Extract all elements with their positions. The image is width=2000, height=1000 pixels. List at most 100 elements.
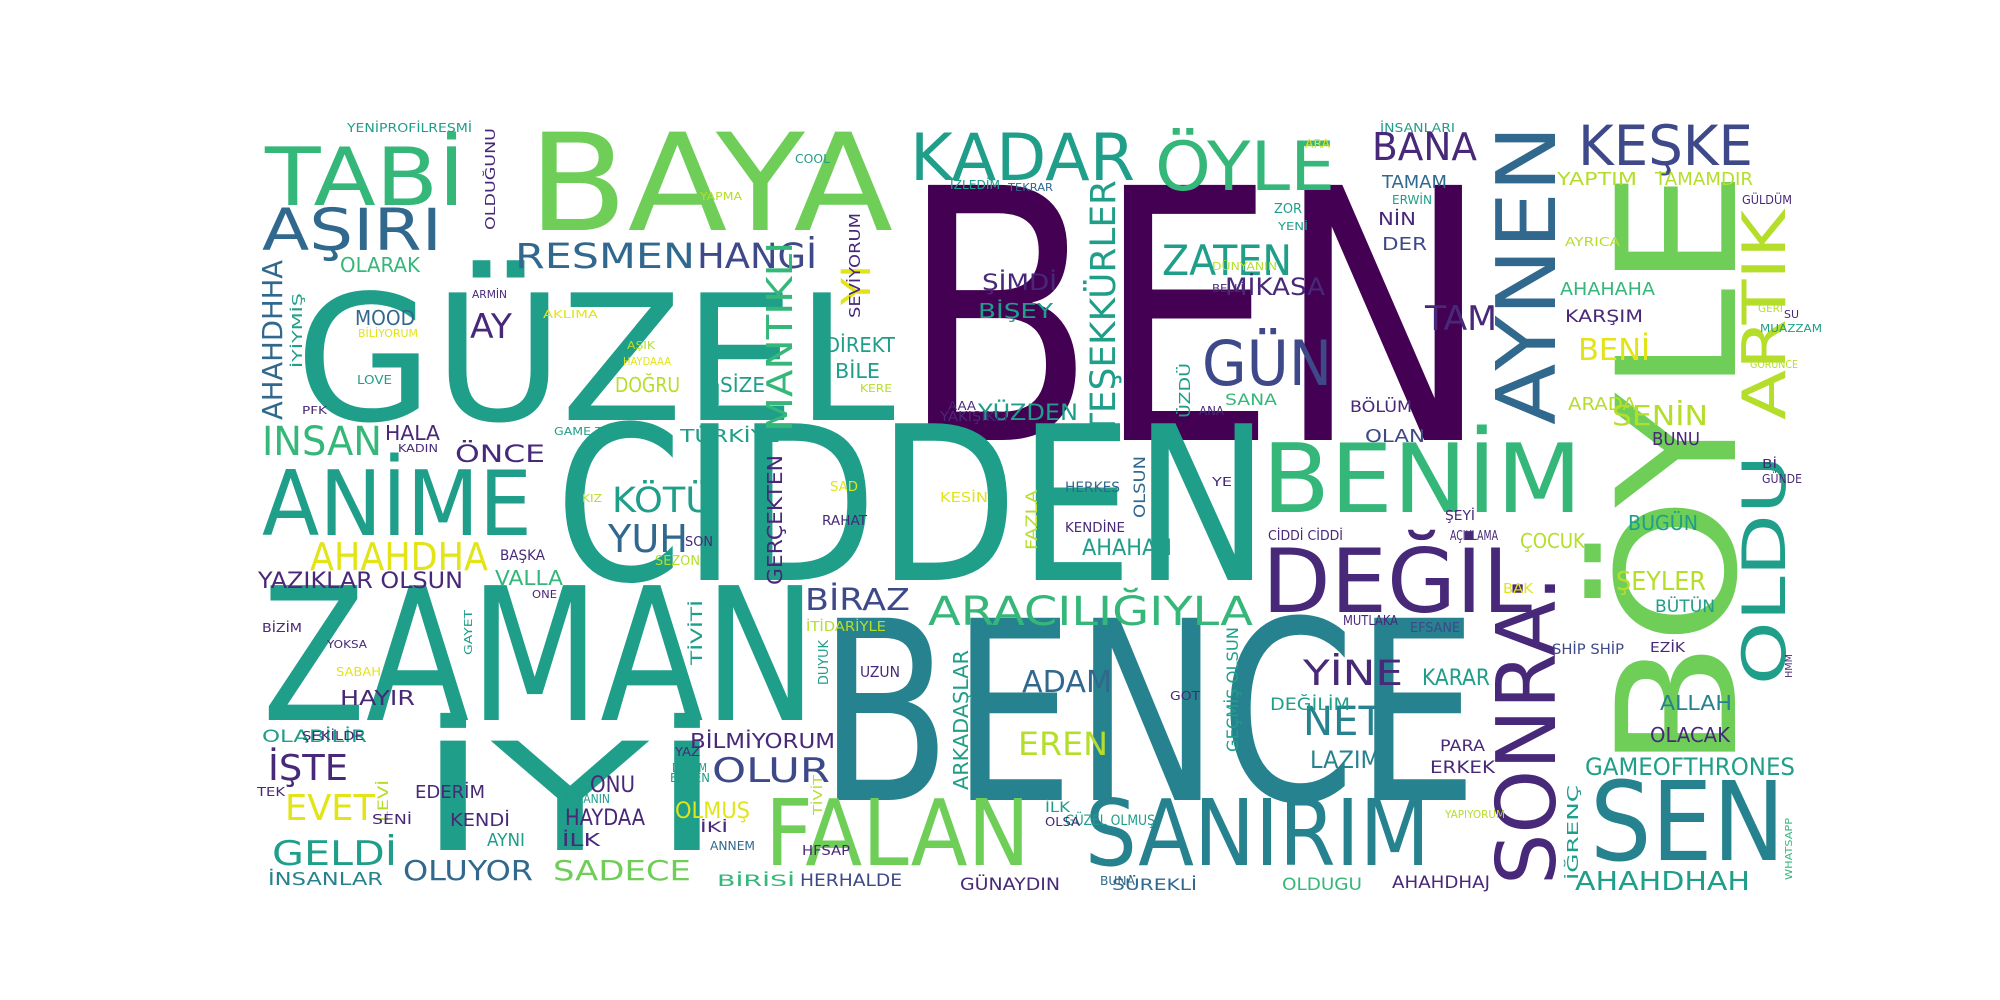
word: WHATSAPP [1784,818,1795,880]
word: ANİME [262,451,532,557]
word: BİLE [835,359,880,383]
word: DEVAM [672,761,707,775]
word: ADAM [1022,665,1112,700]
word: GÜNAYDIN [960,873,1060,895]
word: DÜNYANIN [1212,260,1277,273]
word: EDERİM [415,782,485,803]
word: İĞRENÇ [1563,785,1582,880]
word: AŞIRI [262,196,442,264]
word: ERKEK [1430,758,1496,778]
word: KARAR [1422,666,1490,691]
word: EZİK [1650,640,1686,656]
word: ANA [1199,404,1225,418]
word: NİN [1378,209,1416,230]
word: TAMAMDIR [1654,169,1753,190]
word: GÜZEL [295,259,895,462]
word: ZOR [1274,202,1302,217]
word: SEN [1590,758,1785,886]
word: ÜZDÜ [1175,363,1194,418]
word: SENİ [372,812,412,828]
word: BUGÜN [1628,511,1698,535]
word: ONU [590,773,635,798]
word: BEN [900,115,1490,523]
word: YÜZDEN [977,400,1078,426]
word: AHAHDHAJ [1392,873,1490,893]
word: AYNEN [1480,125,1575,425]
word: OLDUGU [1282,875,1362,895]
word: DEĞİL [1262,530,1532,633]
word: BİRİSİ [717,871,795,890]
word: GAME THRONES [554,425,656,438]
word: SANA [1225,390,1277,409]
word: HAYDAA [565,806,645,831]
word: BİZİM [262,620,302,635]
word: ZAMAN [262,548,817,764]
word: COOL [795,152,830,166]
word: ARACILIĞIYLA [928,587,1254,635]
word: TİVİT [810,774,825,816]
word: EFSANE [1410,621,1460,636]
word: SİZE [720,373,765,397]
word: TİVİTİ [687,600,706,666]
word: DİREKT [825,333,896,357]
word: İLK [562,830,602,851]
word: KADIN [398,442,438,455]
word: NET [1303,699,1384,745]
word: HANGİ [697,235,817,277]
word: BÜTÜN [1655,595,1715,617]
word: İLK [1045,798,1071,816]
word: YİNE [1302,652,1403,694]
word: AHAHDHA [310,535,488,579]
word: ARADA [1568,394,1637,415]
word: OLDUĞUNU [483,128,499,230]
word: TABİ [264,131,465,224]
word: OLACAK [1650,723,1731,747]
word: ARKADAŞLAR [949,650,973,790]
word: SON [685,535,713,550]
word: LOVE [357,373,392,387]
word: BELLİ [1212,282,1244,295]
word: KERE [860,382,892,395]
word: TÜRKİYE [679,425,780,447]
word: SAD [830,480,858,495]
word: SÜREKLİ [1112,875,1197,894]
word: YI [834,265,880,306]
word: İYİ [415,712,725,886]
word: ARTIK [1730,208,1800,420]
word: BİLMİYORUM [690,729,835,753]
word: OLSA [1045,815,1081,829]
word: MANTIKLI [760,242,801,432]
word: YAPMA [699,190,743,203]
word: ARMİN [472,288,507,301]
word: OLUYOR [403,854,533,887]
word: DEĞİLİM [1270,693,1350,715]
word: INSAN [262,419,382,465]
word: BÖYLE [1582,170,1774,770]
word: BUNA [1100,874,1136,888]
word: BAK [1503,582,1534,597]
word: RESMEN [515,237,695,277]
word: LEVİ [374,780,392,822]
word: KESİN [940,490,988,506]
word: AHAHAH [1082,536,1172,561]
word: MOOD [355,306,415,330]
word: EVET [285,788,376,829]
word: İNSANLARI [1380,120,1455,135]
word: TEK [256,785,287,799]
word: BİRAZ [805,582,910,618]
word: OLMUŞ [675,799,750,824]
word: BANA [1372,125,1477,169]
word: BENCE [818,568,1478,859]
word: GÜN [1202,327,1332,400]
word: Bİ [1762,456,1777,471]
word: ZATEN [1162,236,1292,285]
word: AÇIKLAMA [1450,529,1498,544]
word: GERÇEKTEN [763,455,787,585]
word: İKİ [700,818,728,836]
word: GÜZEL OLMUŞ [1065,811,1155,829]
word: CİDDEN [555,380,1270,631]
word: SEZON [655,554,700,569]
word: EREN [1018,725,1108,763]
word: AŞIK [627,339,656,352]
word: YAZIKLAR OLSUN [257,569,463,594]
